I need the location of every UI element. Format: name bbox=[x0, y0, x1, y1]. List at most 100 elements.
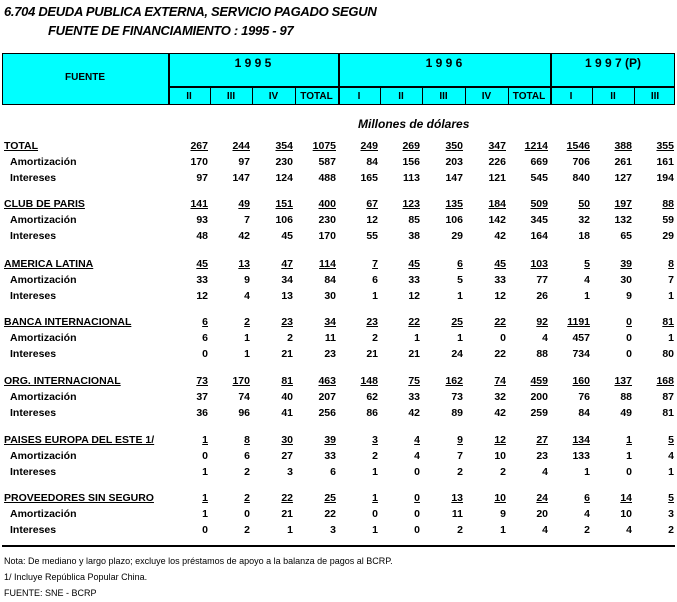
header-col: IV bbox=[481, 91, 492, 102]
row-label: Amortización bbox=[10, 450, 77, 462]
cell-value: 0 bbox=[626, 466, 632, 478]
cell-value: 164 bbox=[530, 230, 548, 242]
cell-value: 97 bbox=[196, 172, 208, 184]
cell-value: 4 bbox=[542, 466, 548, 478]
cell-value: 3 bbox=[330, 524, 336, 536]
header-divider bbox=[634, 87, 635, 105]
cell-value: 132 bbox=[614, 214, 632, 226]
cell-value: 226 bbox=[488, 156, 506, 168]
cell-value: 97 bbox=[238, 156, 250, 168]
cell-value: 81 bbox=[281, 375, 293, 387]
cell-value: 42 bbox=[494, 407, 506, 419]
cell-value: 123 bbox=[402, 198, 420, 210]
cell-value: 7 bbox=[457, 450, 463, 462]
cell-value: 49 bbox=[238, 198, 250, 210]
cell-value: 4 bbox=[542, 524, 548, 536]
table-row: CLUB DE PARIS 141 49 151 400 67 123 135 184 509 50… bbox=[0, 198, 677, 214]
table-row: Amortización 6 1 2 11 2 1 1 0 4 457 0 1 bbox=[0, 332, 677, 348]
table-row: ORG. INTERNACIONAL 73 170 81 463 148 75 162 74 45… bbox=[0, 375, 677, 391]
cell-value: 203 bbox=[445, 156, 463, 168]
cell-value: 156 bbox=[402, 156, 420, 168]
cell-value: 74 bbox=[238, 391, 250, 403]
cell-value: 30 bbox=[281, 434, 293, 446]
cell-value: 29 bbox=[451, 230, 463, 242]
cell-value: 36 bbox=[196, 407, 208, 419]
cell-value: 13 bbox=[451, 492, 463, 504]
cell-value: 32 bbox=[494, 391, 506, 403]
header-year-1996: 1 9 9 6 bbox=[425, 56, 463, 70]
header-col: II bbox=[186, 91, 192, 102]
cell-value: 197 bbox=[614, 198, 632, 210]
cell-value: 147 bbox=[232, 172, 250, 184]
cell-value: 8 bbox=[668, 258, 674, 270]
row-label: Intereses bbox=[10, 348, 57, 360]
cell-value: 1 bbox=[202, 508, 208, 520]
table-row: Intereses 48 42 45 170 55 38 29 42 164 18 65 29 bbox=[0, 230, 677, 246]
cell-value: 12 bbox=[408, 290, 420, 302]
cell-value: 160 bbox=[572, 375, 590, 387]
cell-value: 12 bbox=[494, 434, 506, 446]
cell-value: 84 bbox=[366, 156, 378, 168]
cell-value: 6 bbox=[202, 316, 208, 328]
table-row: Amortización 170 97 230 587 84 156 203 226 669 706… bbox=[0, 156, 677, 172]
cell-value: 1546 bbox=[566, 140, 590, 152]
cell-value: 259 bbox=[530, 407, 548, 419]
table-title-line2: FUENTE DE FINANCIAMIENTO : 1995 - 97 bbox=[48, 23, 294, 38]
header-year-1997: 1 9 9 7 (P) bbox=[584, 56, 642, 70]
row-label: TOTAL bbox=[4, 140, 39, 152]
cell-value: 39 bbox=[324, 434, 336, 446]
cell-value: 1 bbox=[584, 290, 590, 302]
cell-value: 10 bbox=[620, 508, 632, 520]
cell-value: 49 bbox=[620, 407, 632, 419]
cell-value: 2 bbox=[372, 332, 378, 344]
cell-value: 1 bbox=[626, 434, 632, 446]
table-row: Intereses 0 2 1 3 1 0 2 1 4 2 4 2 bbox=[0, 524, 677, 540]
cell-value: 22 bbox=[281, 492, 293, 504]
row-label: Amortización bbox=[10, 156, 77, 168]
cell-value: 1 bbox=[668, 332, 674, 344]
header-col: I bbox=[357, 91, 361, 102]
cell-value: 5 bbox=[668, 434, 674, 446]
cell-value: 45 bbox=[196, 258, 208, 270]
cell-value: 33 bbox=[494, 274, 506, 286]
cell-value: 23 bbox=[366, 316, 378, 328]
row-label: Amortización bbox=[10, 214, 77, 226]
cell-value: 6 bbox=[457, 258, 463, 270]
cell-value: 48 bbox=[196, 230, 208, 242]
cell-value: 256 bbox=[318, 407, 336, 419]
cell-value: 0 bbox=[202, 524, 208, 536]
cell-value: 545 bbox=[530, 172, 548, 184]
cell-value: 45 bbox=[408, 258, 420, 270]
cell-value: 269 bbox=[402, 140, 420, 152]
cell-value: 230 bbox=[275, 156, 293, 168]
cell-value: 87 bbox=[662, 391, 674, 403]
cell-value: 1 bbox=[668, 290, 674, 302]
cell-value: 39 bbox=[620, 258, 632, 270]
cell-value: 6 bbox=[330, 466, 336, 478]
cell-value: 1 bbox=[287, 524, 293, 536]
cell-value: 2 bbox=[584, 524, 590, 536]
cell-value: 463 bbox=[318, 375, 336, 387]
cell-value: 21 bbox=[408, 348, 420, 360]
cell-value: 20 bbox=[536, 508, 548, 520]
cell-value: 113 bbox=[403, 172, 420, 184]
cell-value: 1 bbox=[202, 466, 208, 478]
cell-value: 2 bbox=[500, 466, 506, 478]
cell-value: 40 bbox=[281, 391, 293, 403]
cell-value: 170 bbox=[232, 375, 250, 387]
cell-value: 244 bbox=[232, 140, 250, 152]
cell-value: 47 bbox=[281, 258, 293, 270]
cell-value: 127 bbox=[614, 172, 632, 184]
cell-value: 73 bbox=[451, 391, 463, 403]
table-row: Amortización 37 74 40 207 62 33 73 32 200 76 88 87 bbox=[0, 391, 677, 407]
cell-value: 142 bbox=[488, 214, 506, 226]
cell-value: 45 bbox=[494, 258, 506, 270]
cell-value: 509 bbox=[530, 198, 548, 210]
cell-value: 42 bbox=[494, 230, 506, 242]
cell-value: 0 bbox=[202, 348, 208, 360]
table-row: AMERICA LATINA 45 13 47 114 7 45 6 45 103 5 39 8 bbox=[0, 258, 677, 274]
header-divider bbox=[550, 53, 552, 105]
cell-value: 230 bbox=[318, 214, 336, 226]
cell-value: 22 bbox=[408, 316, 420, 328]
cell-value: 114 bbox=[319, 258, 336, 270]
